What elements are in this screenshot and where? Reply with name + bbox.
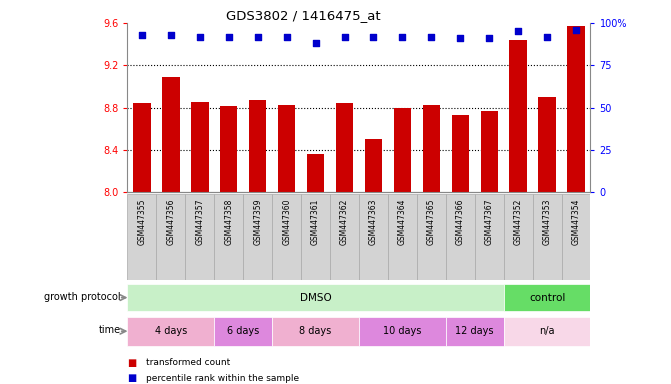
Text: 4 days: 4 days [155, 326, 187, 336]
Text: GSM447363: GSM447363 [369, 198, 378, 245]
Text: GSM447366: GSM447366 [456, 198, 465, 245]
Bar [504, 194, 533, 280]
Text: GSM447364: GSM447364 [398, 198, 407, 245]
Bar [533, 194, 562, 280]
Bar [127, 194, 156, 280]
Text: GSM447356: GSM447356 [166, 198, 175, 245]
Point [484, 35, 495, 41]
Text: ■: ■ [127, 373, 137, 383]
Text: GSM447355: GSM447355 [138, 198, 146, 245]
Bar [446, 316, 504, 346]
Point [223, 33, 234, 40]
Bar [127, 284, 504, 311]
Point [397, 33, 408, 40]
Bar [423, 105, 440, 192]
Bar [359, 194, 388, 280]
Point [513, 28, 523, 35]
Point [570, 27, 581, 33]
Text: n/a: n/a [539, 326, 555, 336]
Text: GSM447358: GSM447358 [224, 198, 234, 245]
Bar [243, 194, 272, 280]
Bar [307, 154, 324, 192]
Bar [446, 194, 474, 280]
Bar [417, 194, 446, 280]
Bar [504, 284, 590, 311]
Text: GSM447353: GSM447353 [543, 198, 552, 245]
Text: GSM447354: GSM447354 [572, 198, 580, 245]
Bar [480, 111, 498, 192]
Bar [359, 316, 446, 346]
Text: GSM447365: GSM447365 [427, 198, 436, 245]
Bar [220, 106, 238, 192]
Title: GDS3802 / 1416475_at: GDS3802 / 1416475_at [226, 9, 380, 22]
Bar [156, 194, 185, 280]
Text: GSM447367: GSM447367 [484, 198, 494, 245]
Bar [562, 194, 590, 280]
Bar [134, 103, 150, 192]
Bar [365, 139, 382, 192]
Text: 10 days: 10 days [383, 326, 421, 336]
Text: GSM447362: GSM447362 [340, 198, 349, 245]
Bar [185, 194, 214, 280]
Bar [278, 105, 295, 192]
Point [281, 33, 292, 40]
Bar [214, 316, 272, 346]
Bar [336, 103, 353, 192]
Bar [504, 316, 590, 346]
Point [368, 33, 379, 40]
Text: GSM447352: GSM447352 [513, 198, 523, 245]
Point [426, 33, 437, 40]
Text: 12 days: 12 days [456, 326, 494, 336]
Text: GSM447361: GSM447361 [311, 198, 320, 245]
Point [195, 33, 205, 40]
Bar [249, 100, 266, 192]
Bar [474, 194, 504, 280]
Bar [127, 316, 214, 346]
Text: percentile rank within the sample: percentile rank within the sample [146, 374, 299, 383]
Text: control: control [529, 293, 565, 303]
Bar [538, 97, 556, 192]
Bar [272, 194, 301, 280]
Bar [388, 194, 417, 280]
Text: ■: ■ [127, 358, 137, 368]
Point [455, 35, 466, 41]
Text: DMSO: DMSO [300, 293, 331, 303]
Text: 6 days: 6 days [227, 326, 260, 336]
Bar [330, 194, 359, 280]
Point [166, 32, 176, 38]
Text: GSM447357: GSM447357 [195, 198, 205, 245]
Text: GSM447360: GSM447360 [282, 198, 291, 245]
Bar [214, 194, 243, 280]
Bar [509, 40, 527, 192]
Point [541, 33, 552, 40]
Text: transformed count: transformed count [146, 358, 231, 367]
Bar [301, 194, 330, 280]
Text: time: time [99, 325, 121, 335]
Point [339, 33, 350, 40]
Bar [394, 108, 411, 192]
Bar [272, 316, 359, 346]
Text: GSM447359: GSM447359 [253, 198, 262, 245]
Bar [567, 26, 584, 192]
Bar [162, 77, 180, 192]
Bar [452, 115, 469, 192]
Point [252, 33, 263, 40]
Point [310, 40, 321, 46]
Bar [191, 102, 209, 192]
Point [137, 32, 148, 38]
Text: growth protocol: growth protocol [44, 291, 121, 302]
Text: 8 days: 8 days [299, 326, 331, 336]
